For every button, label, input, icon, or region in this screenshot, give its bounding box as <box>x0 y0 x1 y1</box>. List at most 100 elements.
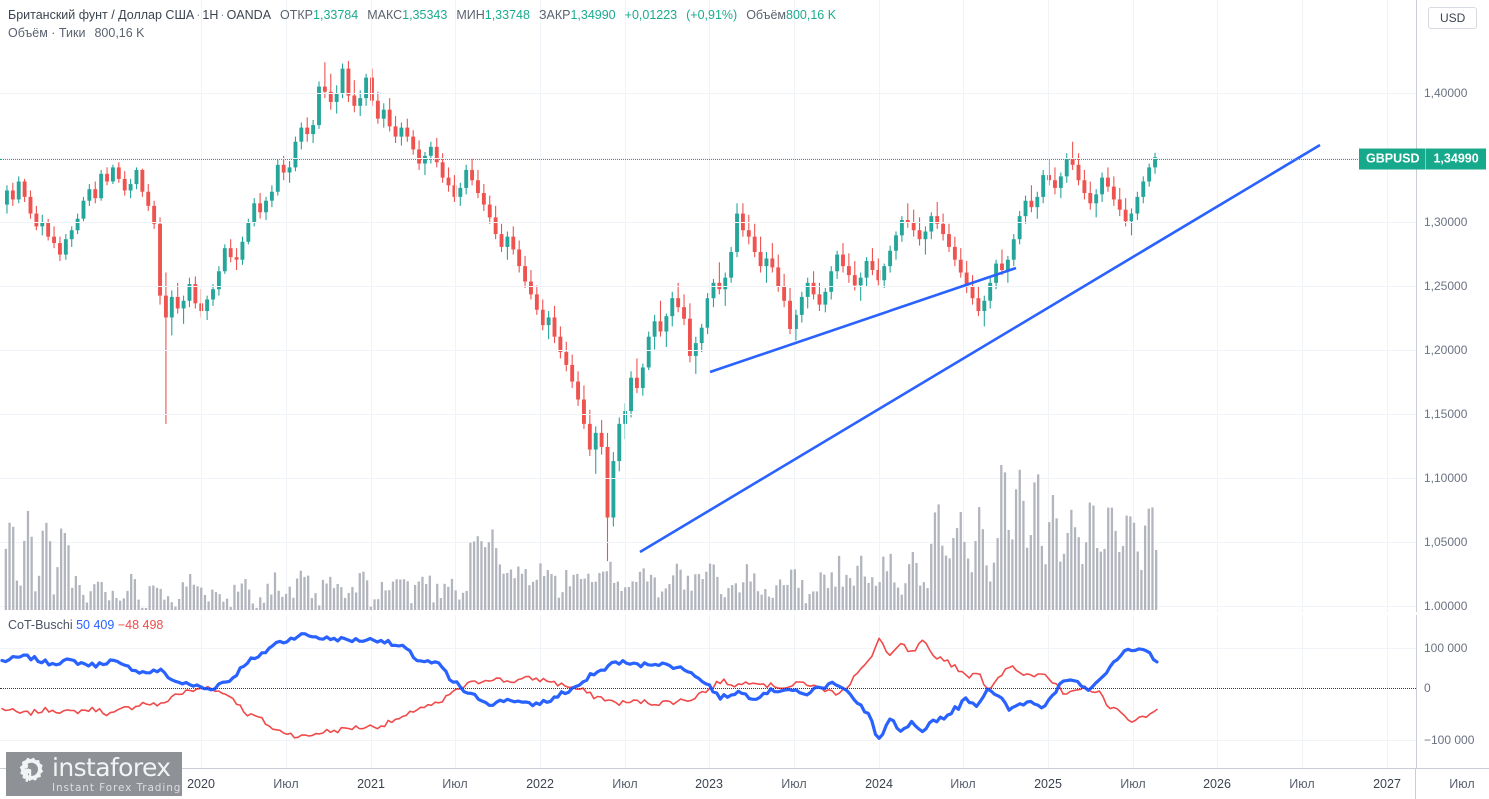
legend-exchange[interactable]: OANDA <box>226 8 272 22</box>
time-label: Июл <box>1120 777 1146 791</box>
gridline-v <box>286 615 287 768</box>
legend-low-label: МИН <box>456 8 485 22</box>
price-axis-label: 1,25000 <box>1424 279 1468 293</box>
legend-open-value: 1,33784 <box>313 8 359 22</box>
gridline-v <box>540 0 541 612</box>
time-label: Июл <box>612 777 638 791</box>
cot-axis[interactable]: 100 000 0 −100 000 <box>1416 615 1489 768</box>
gridline-v <box>709 615 710 768</box>
gridline-v <box>540 615 541 768</box>
gridline-h <box>0 350 1416 351</box>
gridline-v <box>879 0 880 612</box>
time-label: 2025 <box>1034 777 1062 791</box>
gridline-v <box>455 0 456 612</box>
gridline-v <box>794 0 795 612</box>
gridline-v <box>709 0 710 612</box>
legend-volume-study-label[interactable]: Объём · Тики <box>8 26 86 40</box>
cot-series <box>0 632 1159 740</box>
cot-value-blue: 50 409 <box>76 618 115 632</box>
cot-title[interactable]: CoT-Buschi <box>8 618 73 632</box>
gridline-v <box>371 615 372 768</box>
gridline-h <box>0 542 1416 543</box>
legend-high-value: 1,35343 <box>402 8 448 22</box>
cot-legend: CoT-Buschi 50 409 −48 498 <box>8 618 163 632</box>
price-axis-label: 1,15000 <box>1424 407 1468 421</box>
legend-symbol[interactable]: Британский фунт / Доллар США <box>8 8 195 22</box>
gridline-v <box>1302 615 1303 768</box>
gridline-v <box>879 615 880 768</box>
legend-volume-study-value: 800,16 K <box>94 26 145 40</box>
price-axis-label: 1.00000 <box>1424 599 1468 613</box>
gridline-v <box>1217 0 1218 612</box>
gridline-v <box>201 0 202 612</box>
time-label: 2022 <box>526 777 554 791</box>
logo-brand: instaforex <box>52 752 171 782</box>
legend-change-pct: (+0,91%) <box>686 8 738 22</box>
price-badge-symbol: GBPUSD <box>1359 148 1427 170</box>
time-label: 2020 <box>187 777 215 791</box>
trendline-major[interactable] <box>639 143 1321 554</box>
price-pane[interactable] <box>0 0 1416 612</box>
legend-volume-value: 800,16 K <box>786 8 837 22</box>
time-label: 2027 <box>1373 777 1401 791</box>
legend-low-value: 1,33748 <box>484 8 530 22</box>
price-axis-label: 1,30000 <box>1424 215 1468 229</box>
time-label: 2026 <box>1203 777 1231 791</box>
cot-axis-label: 0 <box>1424 681 1431 695</box>
gridline-v <box>1387 0 1388 612</box>
legend-close-value: 1,34990 <box>570 8 616 22</box>
legend-close-label: ЗАКР <box>538 8 571 22</box>
gridline-h <box>0 222 1416 223</box>
cot-zero-line <box>0 688 1416 689</box>
gridline-h <box>0 648 1416 649</box>
gridline-v <box>455 615 456 768</box>
gridline-v <box>371 0 372 612</box>
time-label: Июл <box>1449 777 1475 791</box>
gridline-v <box>1302 0 1303 612</box>
legend-change-abs: +0,01223 <box>624 8 678 22</box>
gridline-v <box>1048 615 1049 768</box>
gridline-h <box>0 740 1416 741</box>
trendline-minor[interactable] <box>709 266 1017 374</box>
instaforex-logo: instaforex Instant Forex Trading <box>6 752 182 796</box>
price-axis[interactable]: USD 1,40000 1,30000 1,25000 1,20000 1,15… <box>1416 0 1489 613</box>
gridline-v <box>963 0 964 612</box>
currency-chip[interactable]: USD <box>1428 7 1478 29</box>
gridline-v <box>201 615 202 768</box>
price-axis-label: 1,20000 <box>1424 343 1468 357</box>
time-axis-divider <box>1415 769 1416 799</box>
legend-high-label: МАКС <box>367 8 403 22</box>
gridline-v <box>625 0 626 612</box>
time-label: 2021 <box>357 777 385 791</box>
instaforex-gear-icon <box>12 757 48 791</box>
cot-axis-label: 100 000 <box>1424 641 1468 655</box>
legend-timeframe[interactable]: 1H <box>202 8 219 22</box>
gridline-v <box>286 0 287 612</box>
gridline-h <box>0 158 1416 159</box>
current-price-line <box>0 159 1416 160</box>
time-axis[interactable]: 2020 Июл 2021 Июл 2022 Июл 2023 Июл 2024… <box>0 768 1489 799</box>
current-price-badge[interactable]: GBPUSD 1,34990 <box>1359 148 1486 170</box>
chart-legend: Британский фунт / Доллар США · 1H · OANDA ОТК… <box>8 8 837 40</box>
gridline-h <box>0 414 1416 415</box>
gridline-v <box>1133 0 1134 612</box>
gridline-v <box>1217 615 1218 768</box>
time-label: 2023 <box>695 777 723 791</box>
logo-tagline: Instant Forex Trading <box>52 781 182 794</box>
gridline-h <box>0 286 1416 287</box>
time-label: Июл <box>950 777 976 791</box>
cot-pane[interactable] <box>0 615 1416 768</box>
volume-series <box>4 465 1158 610</box>
price-badge-value: 1,34990 <box>1433 151 1479 166</box>
trendline-annotations[interactable] <box>0 0 1416 612</box>
gridline-v <box>963 615 964 768</box>
price-axis-label: 1,05000 <box>1424 535 1468 549</box>
gridline-v <box>1133 615 1134 768</box>
legend-volume-label: Объём <box>746 8 787 22</box>
cot-axis-label: −100 000 <box>1424 733 1475 747</box>
time-label: 2024 <box>865 777 893 791</box>
time-label: Июл <box>781 777 807 791</box>
price-axis-label: 1,10000 <box>1424 471 1468 485</box>
gridline-h <box>0 93 1416 94</box>
